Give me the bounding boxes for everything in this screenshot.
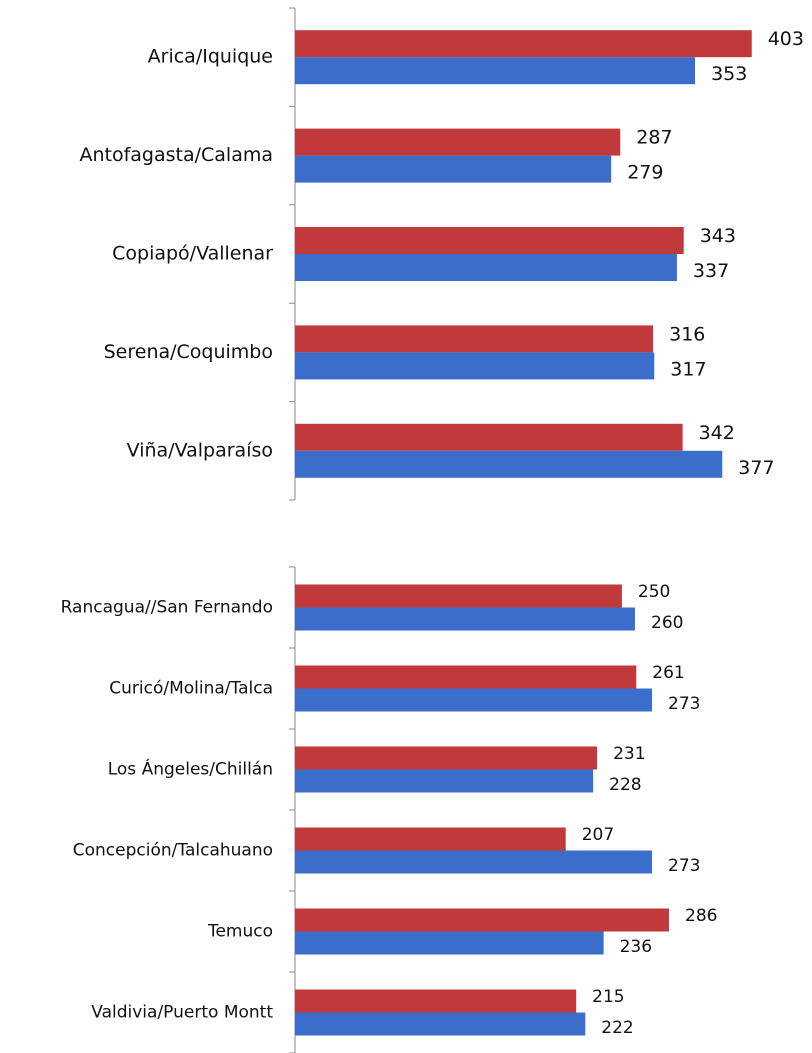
category-label: Valdivia/Puerto Montt bbox=[91, 1003, 273, 1023]
category-label: Rancagua//San Fernando bbox=[61, 598, 273, 618]
category-label: Antofagasta/Calama bbox=[79, 144, 273, 166]
value-label: 377 bbox=[738, 457, 774, 479]
bar bbox=[295, 607, 635, 631]
bar bbox=[295, 584, 622, 608]
bar bbox=[295, 227, 684, 254]
bar bbox=[295, 746, 598, 770]
bar bbox=[295, 423, 683, 451]
value-label: 260 bbox=[651, 613, 683, 633]
value-label: 228 bbox=[609, 775, 641, 795]
value-label: 250 bbox=[638, 582, 670, 602]
value-label: 342 bbox=[699, 422, 735, 444]
bar bbox=[295, 450, 723, 478]
value-label: 207 bbox=[582, 825, 614, 845]
value-label: 317 bbox=[670, 358, 706, 380]
category-label: Serena/Coquimbo bbox=[104, 341, 273, 363]
value-label: 215 bbox=[592, 987, 624, 1007]
value-label: 231 bbox=[613, 744, 645, 764]
bar bbox=[295, 352, 655, 380]
bar bbox=[295, 931, 604, 955]
value-label: 261 bbox=[652, 663, 684, 683]
bar bbox=[295, 827, 566, 851]
bar bbox=[295, 688, 652, 712]
category-label: Los Ángeles/Chillán bbox=[108, 758, 273, 780]
bar bbox=[295, 989, 577, 1013]
value-label: 337 bbox=[693, 260, 729, 282]
bar bbox=[295, 128, 621, 156]
category-label: Viña/Valparaíso bbox=[127, 439, 273, 461]
category-label: Temuco bbox=[207, 922, 273, 942]
value-label: 403 bbox=[768, 28, 804, 50]
category-label: Copiapó/Vallenar bbox=[112, 243, 273, 265]
category-label: Concepción/Talcahuano bbox=[73, 841, 273, 861]
bar bbox=[295, 155, 612, 183]
value-label: 316 bbox=[669, 323, 705, 345]
bar bbox=[295, 325, 654, 353]
bar bbox=[295, 850, 652, 874]
value-label: 286 bbox=[685, 906, 717, 926]
bar bbox=[295, 769, 594, 793]
bar bbox=[295, 665, 637, 689]
value-label: 343 bbox=[700, 225, 736, 247]
value-label: 279 bbox=[627, 162, 663, 184]
value-label: 236 bbox=[620, 937, 652, 957]
value-label: 287 bbox=[636, 127, 672, 149]
bar bbox=[295, 57, 696, 85]
bar bbox=[295, 908, 669, 932]
value-label: 273 bbox=[668, 694, 700, 714]
value-label: 353 bbox=[711, 63, 747, 85]
bar bbox=[295, 30, 752, 58]
value-label: 273 bbox=[668, 856, 700, 876]
bar bbox=[295, 254, 677, 281]
bar bbox=[295, 1012, 586, 1036]
value-label: 222 bbox=[601, 1018, 633, 1038]
category-label: Arica/Iquique bbox=[148, 46, 273, 68]
category-label: Curicó/Molina/Talca bbox=[109, 679, 273, 699]
